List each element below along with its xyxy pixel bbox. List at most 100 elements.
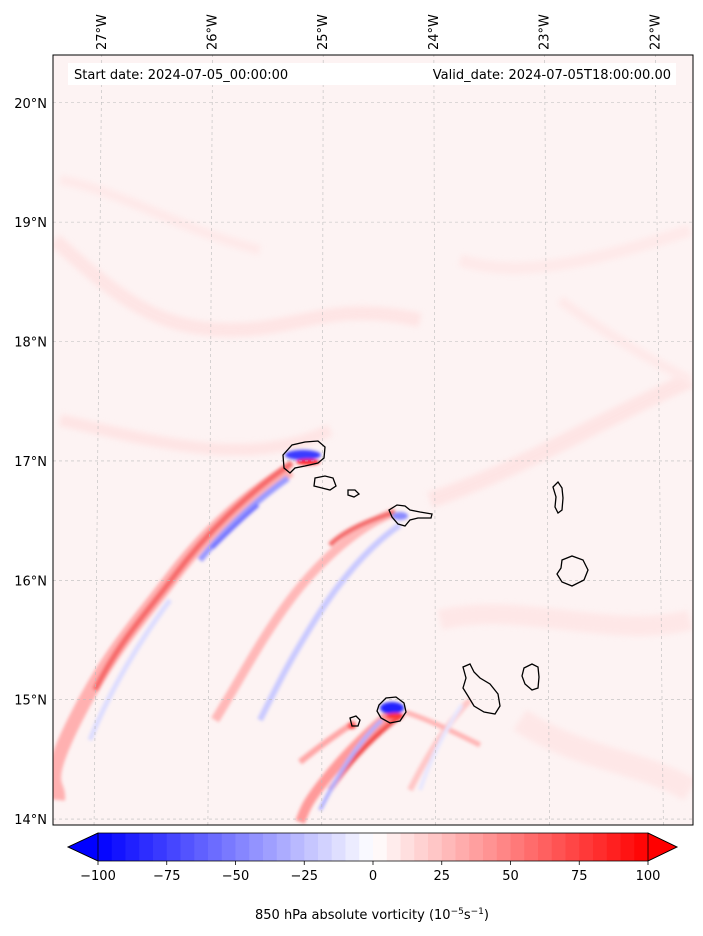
- colorbar-cell: [345, 833, 360, 861]
- colorbar: −100 −75 −50 −25 0 25 50 75 100 850 hPa absolute…: [67, 832, 678, 923]
- island-fogo: [376, 696, 407, 724]
- colorbar-tick-label: −50: [222, 869, 249, 884]
- colorbar-cell: [208, 833, 223, 861]
- colorbar-cell: [469, 833, 484, 861]
- longitude-label: 27°W: [95, 14, 110, 50]
- colorbar-cell: [276, 833, 291, 861]
- longitude-label: 23°W: [538, 14, 553, 50]
- colorbar-tick-label: −100: [80, 869, 116, 884]
- latitude-label: 14°N: [14, 813, 47, 828]
- island-santo-antao: [282, 440, 326, 474]
- island-brava: [349, 715, 361, 727]
- meridian-gridline: [544, 55, 550, 825]
- colorbar-cell: [331, 833, 346, 861]
- colorbar-cell: [373, 833, 388, 861]
- colorbar-cell: [153, 833, 168, 861]
- longitude-label: 24°W: [427, 14, 442, 50]
- colorbar-cell: [290, 833, 305, 861]
- latitude-label: 19°N: [14, 216, 47, 231]
- colorbar-cell: [386, 833, 401, 861]
- colorbar-cell: [496, 833, 511, 861]
- colorbar-cell: [359, 833, 374, 861]
- longitude-label: 26°W: [205, 14, 220, 50]
- colorbar-tick-label: −75: [153, 869, 180, 884]
- island-sao-vicente: [313, 475, 337, 491]
- date-info-box: Start date: 2024-07-05_00:00:00 Valid_da…: [68, 63, 676, 85]
- meridian-gridline: [207, 55, 213, 825]
- colorbar-cell: [606, 833, 621, 861]
- colorbar-ticks: −100 −75 −50 −25 0 25 50 75 100: [80, 861, 660, 884]
- colorbar-cell: [414, 833, 429, 861]
- colorbar-cell: [634, 833, 649, 861]
- colorbar-tick-label: 25: [433, 869, 450, 884]
- info-box-background: [68, 63, 676, 85]
- colorbar-extend-low: [67, 832, 99, 862]
- meridian-gridline: [93, 55, 103, 825]
- colorbar-cell: [249, 833, 264, 861]
- colorbar-label: 850 hPa absolute vorticity (10−5s−1): [255, 907, 489, 923]
- colorbar-cell: [524, 833, 539, 861]
- colorbar-cell: [620, 833, 635, 861]
- colorbar-cell: [139, 833, 154, 861]
- longitude-tick-labels: 27°W 26°W 25°W 24°W 23°W 22°W: [95, 14, 664, 50]
- start-date-text: Start date: 2024-07-05_00:00:00: [74, 68, 288, 83]
- colorbar-cell: [221, 833, 236, 861]
- colorbar-cell: [111, 833, 126, 861]
- island-sal: [552, 480, 564, 514]
- colorbar-cell: [235, 833, 250, 861]
- longitude-label: 25°W: [316, 14, 331, 50]
- colorbar-cells: [98, 833, 649, 861]
- colorbar-cell: [304, 833, 319, 861]
- colorbar-cell: [263, 833, 278, 861]
- island-santa-luzia: [347, 489, 361, 498]
- latitude-label: 16°N: [14, 574, 47, 589]
- latitude-tick-labels: 14°N 15°N 16°N 17°N 18°N 19°N 20°N: [14, 97, 47, 828]
- colorbar-tick-label: 0: [369, 869, 377, 884]
- colorbar-cell: [318, 833, 333, 861]
- vorticity-field: [53, 175, 693, 824]
- colorbar-tick-label: 75: [571, 869, 588, 884]
- colorbar-tick-label: 100: [636, 869, 661, 884]
- meridian-gridline: [321, 55, 324, 825]
- island-boa-vista: [556, 555, 589, 587]
- colorbar-cell: [510, 833, 525, 861]
- colorbar-cell: [400, 833, 415, 861]
- colorbar-cell: [166, 833, 181, 861]
- colorbar-tick-label: −25: [291, 869, 318, 884]
- colorbar-tick-label: 50: [502, 869, 519, 884]
- longitude-label: 22°W: [648, 14, 663, 50]
- colorbar-cell: [180, 833, 195, 861]
- meridian-gridline: [433, 55, 436, 825]
- colorbar-label-mid: s: [464, 908, 471, 923]
- island-santiago: [462, 663, 501, 715]
- latitude-label: 17°N: [14, 455, 47, 470]
- colorbar-cell: [565, 833, 580, 861]
- colorbar-cell: [483, 833, 498, 861]
- latitude-label: 20°N: [14, 97, 47, 112]
- colorbar-cell: [125, 833, 140, 861]
- colorbar-cell: [551, 833, 566, 861]
- island-maio: [521, 663, 540, 691]
- colorbar-cell: [593, 833, 608, 861]
- colorbar-cell: [538, 833, 553, 861]
- coastlines: [282, 440, 589, 727]
- gridlines: [53, 55, 693, 825]
- colorbar-cell: [98, 833, 113, 861]
- latitude-label: 15°N: [14, 694, 47, 709]
- colorbar-cell: [194, 833, 209, 861]
- island-sao-nicolau: [388, 504, 433, 527]
- latitude-label: 18°N: [14, 336, 47, 351]
- valid-date-text: Valid_date: 2024-07-05T18:00:00.00: [433, 68, 671, 83]
- colorbar-cell: [428, 833, 443, 861]
- meridian-gridline: [654, 55, 664, 825]
- colorbar-label-exp2: −1: [471, 907, 484, 917]
- colorbar-label-end: ): [484, 908, 489, 923]
- colorbar-cell: [441, 833, 456, 861]
- map-frame: [52, 54, 694, 826]
- colorbar-label-main: 850 hPa absolute vorticity (10: [255, 908, 451, 923]
- map-panel: Start date: 2024-07-05_00:00:00 Valid_da…: [14, 14, 694, 828]
- colorbar-label-exp1: −5: [451, 907, 464, 917]
- colorbar-extend-high: [647, 832, 678, 862]
- colorbar-cell: [455, 833, 470, 861]
